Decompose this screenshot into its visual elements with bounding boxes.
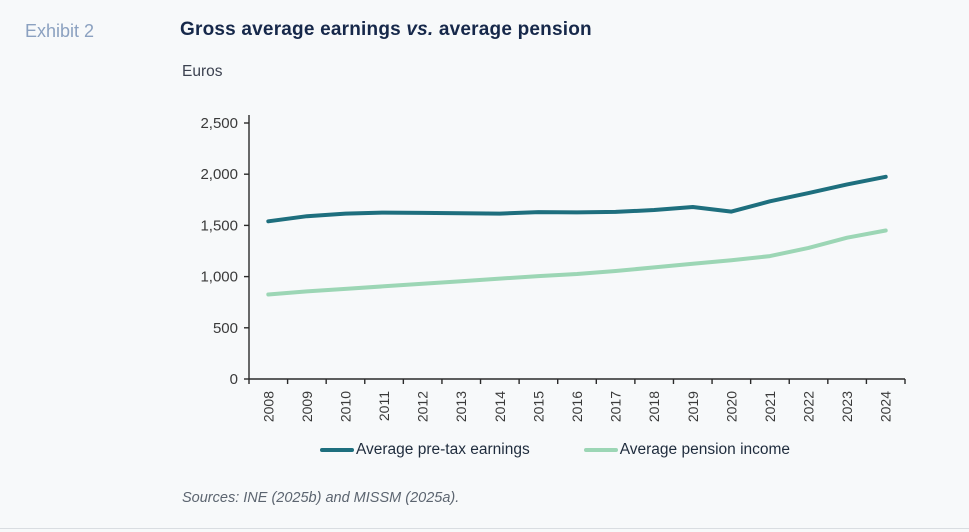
title-suffix: average pension [433,19,592,40]
exhibit-label: Exhibit 2 [25,21,95,41]
x-tick-label: 2013 [453,391,469,422]
legend-swatch-0 [319,447,354,453]
legend-label-0: Average pre-tax earnings [355,441,530,458]
bottom-divider [0,528,969,529]
x-tick-label: 2021 [762,391,778,422]
units-label: Euros [182,63,223,80]
y-tick-label: 2,500 [200,115,238,132]
y-tick-label: 1,000 [200,269,238,286]
x-tick-label: 2016 [569,391,585,422]
x-tick-label: 2015 [530,391,546,422]
x-tick-label: 2009 [299,391,315,422]
series-line-0 [266,174,888,224]
x-tick-label: 2011 [376,391,392,421]
x-tick-label: 2024 [878,391,894,422]
source-note: Sources: INE (2025b) and MISSM (2025a). [182,490,460,506]
y-tick-label: 2,000 [200,166,238,183]
legend-item-1: Average pension income [583,441,791,459]
x-tick-label: 2022 [801,391,817,422]
x-tick-label: 2018 [646,391,662,422]
y-tick-label: 500 [213,320,238,337]
x-tick-label: 2010 [337,391,353,422]
title-prefix: Gross average earnings [180,19,407,40]
page-title: Gross average earnings vs. average pensi… [180,19,592,41]
legend-swatch-1 [583,447,618,453]
series-line-1 [266,228,888,297]
y-tick-label: 0 [230,371,238,388]
legend-label-1: Average pension income [619,441,791,458]
chart-svg: 0 500 1,000 1,500 2,000 2,500 2008 2009 2010 2011… [200,115,906,422]
legend-item-0: Average pre-tax earnings [319,441,530,459]
title-vs: vs. [406,19,434,40]
x-tick-label: 2017 [608,391,624,422]
axes: 0 500 1,000 1,500 2,000 2,500 2008 2009 2010 2011… [200,115,906,422]
x-tick-label: 2008 [260,391,276,422]
x-tick-label: 2023 [839,391,855,422]
y-tick-label: 1,500 [200,217,238,234]
x-tick-label: 2014 [492,391,508,422]
legend: Average pre-tax earnings Average pension … [185,441,925,459]
x-tick-label: 2012 [415,391,431,422]
x-tick-label: 2020 [723,391,739,422]
x-tick-label: 2019 [685,391,701,422]
